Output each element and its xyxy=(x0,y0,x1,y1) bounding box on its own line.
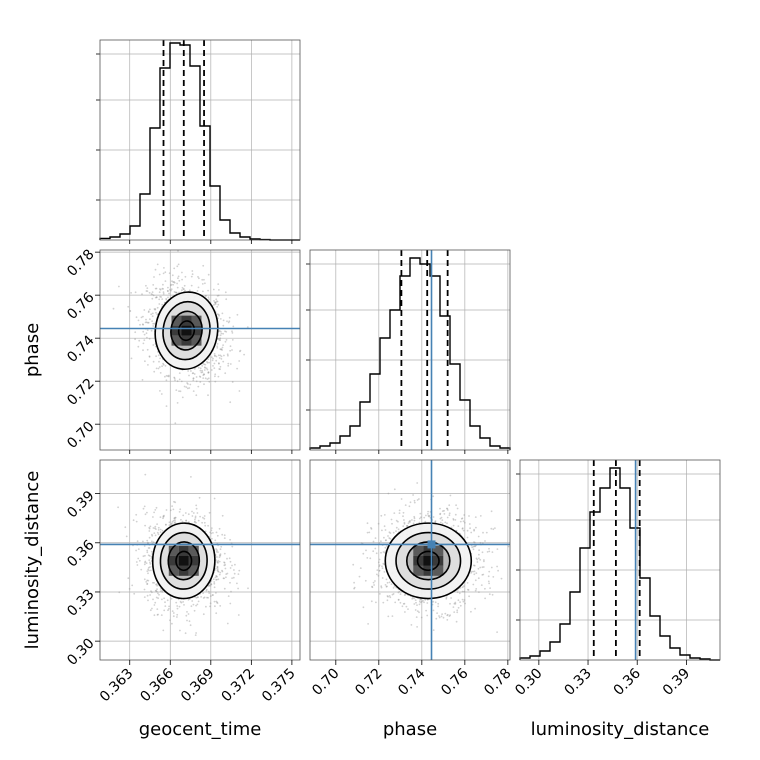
density-cell xyxy=(168,545,179,556)
x-tick-label: 0.33 xyxy=(562,666,595,699)
contour-line xyxy=(162,300,211,361)
y-axis-label-phase: phase xyxy=(22,323,43,377)
density-cell xyxy=(191,325,202,336)
pair-panel-phase-luminosity_distance xyxy=(309,459,511,661)
density-cell xyxy=(423,555,434,566)
histogram-luminosity_distance xyxy=(519,467,720,661)
x-axis-label-phase: phase xyxy=(383,719,437,740)
contour-line xyxy=(159,531,208,590)
x-tick-label: 0.74 xyxy=(395,665,428,698)
hist-panel-geocent_time xyxy=(96,39,301,241)
density-cell xyxy=(168,565,179,576)
contour-line xyxy=(395,531,462,590)
pair-frame xyxy=(99,249,301,451)
pair-frame xyxy=(99,459,301,661)
density-cell xyxy=(171,315,182,326)
y-tick-label: 0.76 xyxy=(64,289,97,322)
y-tick-label: 0.30 xyxy=(64,635,97,668)
density-cell xyxy=(413,565,424,576)
x-tick-label: 0.30 xyxy=(512,666,545,699)
hist-frame xyxy=(99,39,301,241)
density-cell xyxy=(413,545,424,556)
hist-frame xyxy=(309,249,511,451)
contour-line xyxy=(151,522,216,600)
pair-panel-geocent_time-luminosity_distance xyxy=(99,459,301,661)
density-cell xyxy=(191,335,202,346)
x-tick-label: 0.39 xyxy=(660,666,693,699)
contour-line xyxy=(177,320,196,342)
density-cell xyxy=(188,555,199,566)
y-axis-label-luminosity_distance: luminosity_distance xyxy=(22,471,43,650)
x-tick-label: 0.36 xyxy=(611,665,644,698)
y-tick-label: 0.78 xyxy=(64,246,97,279)
y-tick-label: 0.36 xyxy=(64,537,97,570)
density-cell xyxy=(181,325,192,336)
x-tick-label: 0.78 xyxy=(481,666,514,699)
pair-frame xyxy=(309,459,511,661)
density-cell xyxy=(188,565,199,576)
x-tick-label: 0.372 xyxy=(219,666,259,706)
y-tick-label: 0.39 xyxy=(64,488,97,521)
density-cell xyxy=(433,545,444,556)
y-tick-label: 0.70 xyxy=(64,419,97,452)
injection-marker xyxy=(427,540,436,549)
density-cell xyxy=(178,555,189,566)
density-cell xyxy=(171,335,182,346)
x-tick-label: 0.375 xyxy=(259,666,299,706)
pair-panel-geocent_time-phase xyxy=(99,249,301,451)
x-tick-label: 0.72 xyxy=(352,666,385,699)
contour-line xyxy=(416,550,440,572)
y-tick-label: 0.72 xyxy=(64,376,97,409)
density-cell xyxy=(168,555,179,566)
density-cell xyxy=(433,565,444,576)
x-tick-label: 0.366 xyxy=(137,665,177,705)
x-axis-label-luminosity_distance: luminosity_distance xyxy=(531,719,710,740)
x-tick-label: 0.369 xyxy=(178,666,218,706)
contour-line xyxy=(175,550,193,572)
histogram-phase xyxy=(309,257,511,450)
hist-panel-luminosity_distance xyxy=(516,459,721,661)
density-cell xyxy=(171,325,182,336)
x-tick-label: 0.363 xyxy=(97,666,137,706)
histogram-geocent_time xyxy=(99,42,300,241)
hist-frame xyxy=(519,459,721,661)
contour-line xyxy=(154,291,219,371)
density-cell xyxy=(191,315,202,326)
contour-line xyxy=(167,541,201,581)
hist-panel-phase xyxy=(306,249,511,451)
y-tick-label: 0.33 xyxy=(64,586,97,619)
x-axis-label-geocent_time: geocent_time xyxy=(139,719,262,740)
density-cell xyxy=(188,545,199,556)
contour-line xyxy=(384,522,473,600)
x-tick-label: 0.76 xyxy=(438,665,471,698)
y-tick-label: 0.74 xyxy=(64,332,97,365)
x-tick-label: 0.70 xyxy=(309,666,342,699)
